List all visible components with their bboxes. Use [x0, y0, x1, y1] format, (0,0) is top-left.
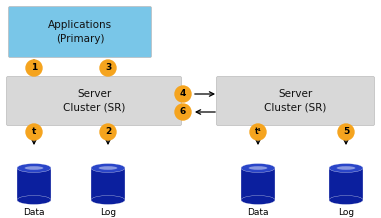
Bar	[329, 168, 363, 200]
Circle shape	[175, 86, 191, 102]
Ellipse shape	[17, 196, 51, 204]
Text: 3: 3	[105, 63, 111, 73]
Text: Server
Cluster (SR): Server Cluster (SR)	[264, 89, 327, 113]
Ellipse shape	[337, 166, 355, 170]
FancyBboxPatch shape	[216, 77, 375, 126]
Circle shape	[100, 60, 116, 76]
Circle shape	[250, 124, 266, 140]
Ellipse shape	[91, 196, 125, 204]
Text: 2: 2	[105, 128, 111, 136]
Text: Data: Data	[247, 208, 269, 218]
Circle shape	[338, 124, 354, 140]
Text: 4: 4	[180, 90, 186, 99]
Ellipse shape	[17, 164, 51, 172]
Circle shape	[26, 124, 42, 140]
FancyBboxPatch shape	[6, 77, 181, 126]
Ellipse shape	[329, 164, 363, 172]
Ellipse shape	[329, 196, 363, 204]
Ellipse shape	[241, 196, 275, 204]
Ellipse shape	[249, 166, 267, 170]
Circle shape	[26, 60, 42, 76]
FancyBboxPatch shape	[8, 7, 152, 58]
Text: Server
Cluster (SR): Server Cluster (SR)	[63, 89, 125, 113]
Text: 5: 5	[343, 128, 349, 136]
Circle shape	[175, 104, 191, 120]
Ellipse shape	[241, 164, 275, 172]
Text: Data: Data	[23, 208, 45, 218]
Ellipse shape	[99, 166, 117, 170]
Text: t¹: t¹	[255, 128, 261, 136]
Text: 6: 6	[180, 107, 186, 116]
Text: Log: Log	[100, 208, 116, 218]
Bar	[91, 168, 125, 200]
Bar	[17, 168, 51, 200]
Bar	[241, 168, 275, 200]
Ellipse shape	[25, 166, 43, 170]
Text: Applications
(Primary): Applications (Primary)	[48, 20, 112, 44]
Ellipse shape	[91, 164, 125, 172]
Text: Log: Log	[338, 208, 354, 218]
Text: t: t	[32, 128, 36, 136]
Circle shape	[100, 124, 116, 140]
Text: 1: 1	[31, 63, 37, 73]
